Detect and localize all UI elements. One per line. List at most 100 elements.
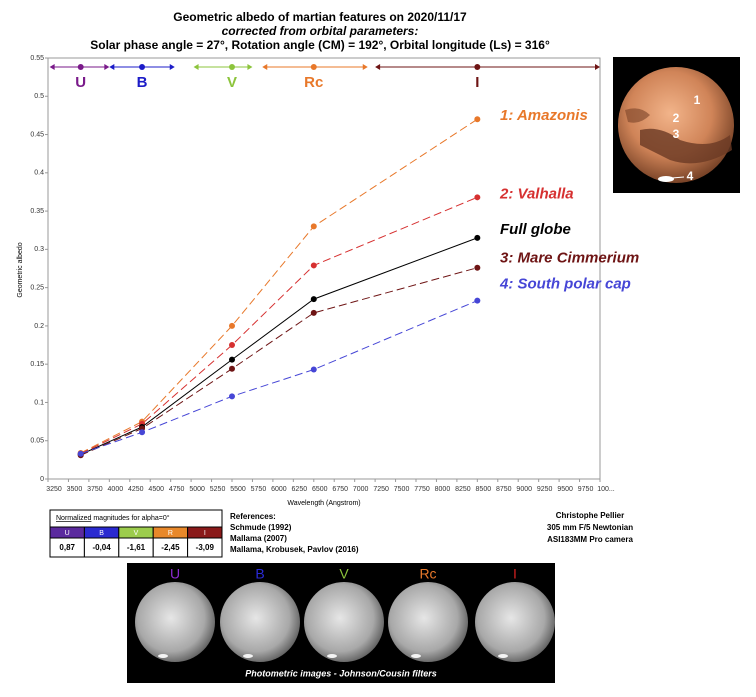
data-point <box>77 450 84 457</box>
y-tick-label: 0.15 <box>30 361 44 368</box>
data-point <box>310 309 317 316</box>
series-label: 1: Amazonis <box>500 107 588 124</box>
x-tick-label: 8000 <box>435 486 451 493</box>
mars-feature-label: 2 <box>673 111 680 125</box>
series-label: Full globe <box>500 221 571 238</box>
band-dot <box>77 64 84 70</box>
filter-label: B <box>255 566 264 582</box>
x-tick-label: 4250 <box>128 486 144 493</box>
credit: 305 mm F/5 Newtonian <box>547 523 633 532</box>
table-value: -0,04 <box>92 543 111 552</box>
x-tick-label: 9750 <box>578 486 594 493</box>
data-point <box>474 264 481 271</box>
polar-cap <box>411 654 421 658</box>
filter-label: Rc <box>419 566 436 582</box>
data-point <box>229 365 235 372</box>
filter-label: I <box>513 566 517 582</box>
x-tick-label: 5250 <box>210 486 226 493</box>
table-band: V <box>134 530 139 537</box>
mars-feature-label: 3 <box>673 127 680 141</box>
data-point <box>229 322 235 329</box>
y-tick-label: 0.35 <box>30 208 44 215</box>
reference: Mallama (2007) <box>230 534 287 543</box>
x-tick-label: 9250 <box>537 486 553 493</box>
data-point <box>139 429 146 436</box>
polar-cap <box>498 654 508 658</box>
y-tick-label: 0.1 <box>34 399 44 406</box>
x-tick-label: 8500 <box>476 486 492 493</box>
x-tick-label: 9500 <box>557 486 573 493</box>
plot-frame <box>47 57 601 480</box>
x-tick-label: 4750 <box>169 486 185 493</box>
y-tick-label: 0.55 <box>30 55 44 62</box>
x-tick-label: 6750 <box>332 486 348 493</box>
reference: Schmude (1992) <box>230 523 292 532</box>
y-tick-label: 0.4 <box>34 170 44 177</box>
data-point <box>310 366 317 373</box>
planet-disc <box>475 582 555 662</box>
data-point <box>310 296 317 303</box>
chart-subtitle: Solar phase angle = 27°, Rotation angle … <box>90 38 550 52</box>
filter-label: V <box>339 566 349 582</box>
x-tick-label: 6500 <box>312 486 328 493</box>
mars-feature-label: 4 <box>687 169 694 183</box>
x-tick-label: 8250 <box>455 486 471 493</box>
y-tick-label: 0.3 <box>34 246 44 253</box>
y-tick-label: 0.2 <box>34 323 44 330</box>
x-tick-label: 3250 <box>46 486 62 493</box>
x-tick-label: 100... <box>597 486 615 493</box>
table-band: B <box>99 530 104 537</box>
chart-subtitle: corrected from orbital parameters: <box>222 24 419 38</box>
polar-cap <box>327 654 337 658</box>
x-tick-label: 7000 <box>353 486 369 493</box>
data-point <box>474 116 481 123</box>
x-tick-label: 4500 <box>148 486 164 493</box>
x-tick-label: 3500 <box>67 486 83 493</box>
mars-feature-label: 1 <box>694 93 701 107</box>
table-value: -3,09 <box>196 543 215 552</box>
x-tick-label: 4000 <box>108 486 124 493</box>
table-band: R <box>168 530 173 537</box>
table-band: I <box>204 530 206 537</box>
data-point <box>474 234 481 241</box>
polar-cap <box>158 654 168 658</box>
x-tick-label: 6000 <box>271 486 287 493</box>
band-label: V <box>227 74 237 91</box>
chart-title: Geometric albedo of martian features on … <box>173 10 467 24</box>
x-tick-label: 5500 <box>230 486 246 493</box>
data-point <box>229 342 235 349</box>
x-tick-label: 9000 <box>516 486 532 493</box>
references-title: References: <box>230 512 276 521</box>
planet-disc <box>304 582 384 662</box>
data-point <box>229 393 235 400</box>
table-value: -1,61 <box>127 543 146 552</box>
data-point <box>474 194 481 201</box>
planet-disc <box>220 582 300 662</box>
data-point <box>229 356 235 363</box>
data-point <box>310 262 317 269</box>
band-label: Rc <box>304 74 323 91</box>
series-line <box>80 118 478 454</box>
reference: Mallama, Krobusek, Pavlov (2016) <box>230 545 359 554</box>
table-band: U <box>65 530 70 537</box>
table-title: Normalized magnitudes for alpha=0° <box>56 514 170 522</box>
mars-image <box>613 57 740 193</box>
y-tick-label: 0.45 <box>30 131 44 138</box>
series-label: 2: Valhalla <box>499 185 574 202</box>
credit: Christophe Pellier <box>556 511 624 520</box>
y-tick-label: 0.05 <box>30 438 44 445</box>
x-axis-label: Wavelength (Angstrom) <box>287 500 360 507</box>
band-dot <box>310 64 317 70</box>
y-tick-label: 0.25 <box>30 284 44 291</box>
credit: ASI183MM Pro camera <box>547 535 633 544</box>
planet-disc <box>388 582 468 662</box>
planet-disc <box>135 582 215 662</box>
y-axis-label: Geometric albedo <box>17 242 24 297</box>
y-tick-label: 0.5 <box>34 93 44 100</box>
polar-cap <box>243 654 253 658</box>
band-label: U <box>75 74 86 91</box>
table-value: 0,87 <box>59 543 75 552</box>
x-tick-label: 5000 <box>189 486 205 493</box>
data-point <box>474 297 481 304</box>
table-value: -2,45 <box>161 543 180 552</box>
